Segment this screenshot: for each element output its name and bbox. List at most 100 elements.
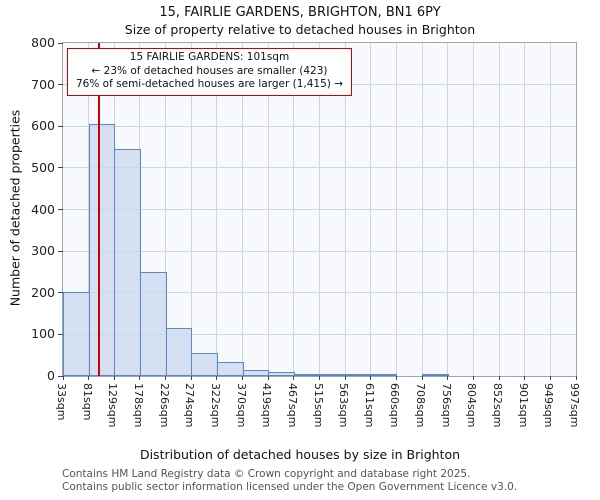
y-axis-tick-mark xyxy=(58,167,63,169)
grid-line-vertical xyxy=(472,43,474,376)
attribution-line-2: Contains public sector information licen… xyxy=(62,481,518,494)
x-axis-tick-mark xyxy=(267,376,269,380)
y-axis-tick-mark xyxy=(58,250,63,252)
x-axis-tick-mark xyxy=(472,376,474,380)
histogram-bar xyxy=(370,374,398,376)
x-axis-tick-label: 81sqm xyxy=(80,383,94,421)
grid-line-vertical xyxy=(524,43,526,376)
x-axis-tick-mark xyxy=(575,376,577,380)
x-axis-tick-label: 129sqm xyxy=(106,383,120,428)
x-axis-tick-mark xyxy=(242,376,244,380)
x-axis-tick-mark xyxy=(421,376,423,380)
subject-property-marker-line xyxy=(98,43,100,376)
y-axis-tick-label: 200 xyxy=(31,284,55,300)
x-axis-tick-label: 226sqm xyxy=(157,383,171,428)
x-axis-tick-label: 178sqm xyxy=(131,383,145,428)
x-axis-tick-label: 370sqm xyxy=(234,383,248,428)
histogram-bar xyxy=(191,353,218,376)
annotation-line-1: 15 FAIRLIE GARDENS: 101sqm xyxy=(129,51,290,63)
grid-line-vertical xyxy=(216,43,218,376)
x-axis-tick-mark xyxy=(139,376,141,380)
y-axis-tick-label: 400 xyxy=(31,201,55,217)
x-axis-tick-label: 852sqm xyxy=(491,383,505,428)
grid-line-vertical xyxy=(395,43,397,376)
grid-line-vertical xyxy=(293,43,295,376)
grid-line-vertical xyxy=(549,43,551,376)
grid-line-vertical xyxy=(165,43,167,376)
y-axis-tick-mark xyxy=(58,333,63,335)
x-axis-tick-mark xyxy=(113,376,115,380)
grid-line-vertical xyxy=(447,43,449,376)
x-axis-tick-mark xyxy=(344,376,346,380)
y-axis-tick-label: 100 xyxy=(31,326,55,342)
plot-area: 15 FAIRLIE GARDENS: 101sqm ← 23% of deta… xyxy=(31,35,581,427)
x-axis-tick-mark xyxy=(370,376,372,380)
x-axis-tick-label: 467sqm xyxy=(285,383,299,428)
histogram-bar xyxy=(165,328,193,376)
x-axis-tick-mark xyxy=(447,376,449,380)
histogram-bar xyxy=(63,291,90,376)
y-axis-tick-label: 500 xyxy=(31,159,55,175)
x-axis-tick-label: 611sqm xyxy=(362,383,376,428)
x-axis-tick-mark xyxy=(62,376,64,380)
grid-line-vertical xyxy=(421,43,423,376)
y-axis-tick-label: 700 xyxy=(31,76,55,92)
x-axis-tick-label: 708sqm xyxy=(414,383,428,428)
x-axis-tick-label: 997sqm xyxy=(568,383,581,428)
x-axis-tick-mark xyxy=(549,376,551,380)
x-axis-tick-label: 756sqm xyxy=(439,383,453,428)
histogram-bar xyxy=(268,371,295,376)
grid-line-vertical xyxy=(370,43,372,376)
x-axis-tick-label: 660sqm xyxy=(388,383,402,428)
y-axis-tick-label: 0 xyxy=(47,368,55,383)
y-axis-tick-label: 800 xyxy=(31,35,55,50)
annotation-line-3: 76% of semi-detached houses are larger (… xyxy=(76,78,344,91)
x-axis-tick-mark xyxy=(524,376,526,380)
x-axis-tick-mark xyxy=(293,376,295,380)
x-axis-tick-mark xyxy=(498,376,500,380)
x-axis-tick-label: 33sqm xyxy=(55,383,68,421)
x-axis-tick-mark xyxy=(190,376,192,380)
grid-line-vertical xyxy=(344,43,346,376)
x-axis-tick-mark xyxy=(165,376,167,380)
histogram-bar xyxy=(139,271,167,376)
x-axis-tick-label: 901sqm xyxy=(516,383,530,428)
grid-line-vertical xyxy=(242,43,244,376)
histogram-bar xyxy=(242,369,270,376)
y-axis-tick-mark xyxy=(58,125,63,127)
annotation-line-2: ← 23% of detached houses are smaller (42… xyxy=(91,64,328,77)
x-axis-tick-label: 419sqm xyxy=(260,383,274,428)
x-axis-tick-mark xyxy=(395,376,397,380)
y-axis-tick-mark xyxy=(58,84,63,86)
y-axis-tick-mark xyxy=(58,375,63,377)
x-axis-tick-label: 515sqm xyxy=(311,383,325,428)
x-axis-tick-mark xyxy=(216,376,218,380)
y-axis-tick-mark xyxy=(58,209,63,210)
grid-line-vertical xyxy=(190,43,192,376)
y-axis-tick-mark xyxy=(58,292,63,294)
grid-line-vertical xyxy=(319,43,320,376)
y-axis-tick-label: 600 xyxy=(31,118,55,134)
histogram-bar xyxy=(88,124,116,376)
x-axis-tick-label: 322sqm xyxy=(208,383,222,428)
histogram-bar xyxy=(114,149,141,376)
attribution-line-1: Contains HM Land Registry data © Crown c… xyxy=(62,468,471,480)
histogram-bar xyxy=(216,362,244,376)
x-axis-label: Distribution of detached houses by size … xyxy=(139,447,461,462)
x-axis-tick-label: 563sqm xyxy=(337,383,351,428)
y-axis-tick-label: 300 xyxy=(31,243,55,259)
x-axis-tick-mark xyxy=(88,376,90,380)
attribution-footer: Contains HM Land Registry data © Crown c… xyxy=(62,468,517,494)
histogram-bar xyxy=(345,374,372,376)
grid-line-vertical xyxy=(498,43,500,376)
x-axis-tick-label: 949sqm xyxy=(542,383,556,428)
histogram-bar xyxy=(422,374,449,376)
histogram-bar xyxy=(319,373,347,376)
x-axis-tick-mark xyxy=(319,376,320,380)
histogram-bar xyxy=(293,373,321,376)
x-axis-tick-label: 804sqm xyxy=(465,383,479,428)
subject-property-annotation: 15 FAIRLIE GARDENS: 101sqm ← 23% of deta… xyxy=(67,48,353,96)
x-axis-tick-label: 274sqm xyxy=(183,383,197,428)
chart-subtitle: Size of property relative to detached ho… xyxy=(124,22,476,37)
